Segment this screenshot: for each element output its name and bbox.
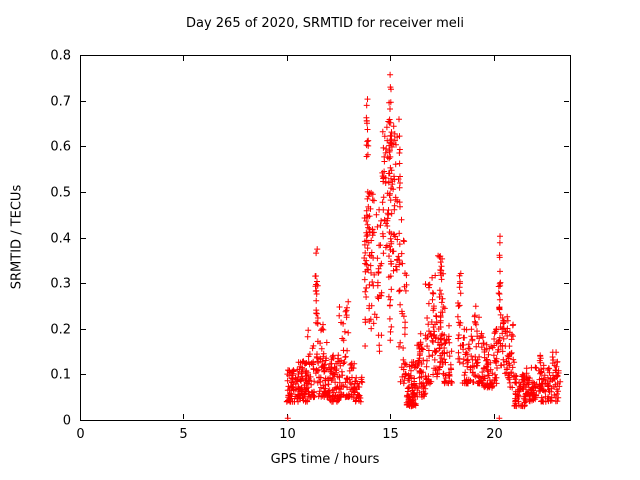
x-tick-label: 15 [382,427,399,442]
x-axis-label: GPS time / hours [270,452,380,467]
y-tick-label: 0.4 [50,232,71,247]
y-tick-label: 0.2 [50,323,71,338]
y-tick-label: 0.3 [50,277,71,292]
plot-border [80,55,571,421]
x-tick-label: 10 [279,427,296,442]
y-tick-label: 0.1 [50,368,71,383]
y-tick-label: 0.7 [50,95,71,110]
data-points [283,71,564,422]
y-tick-label: 0.5 [50,186,71,201]
chart-title: Day 265 of 2020, SRMTID for receiver mel… [185,16,465,31]
x-tick-label: 0 [76,427,84,442]
y-tick-label: 0.6 [50,140,71,155]
x-tick-label: 5 [179,427,187,442]
y-tick-label: 0.8 [50,49,71,64]
y-tick-label: 0 [63,414,71,429]
x-tick-label: 20 [486,427,503,442]
